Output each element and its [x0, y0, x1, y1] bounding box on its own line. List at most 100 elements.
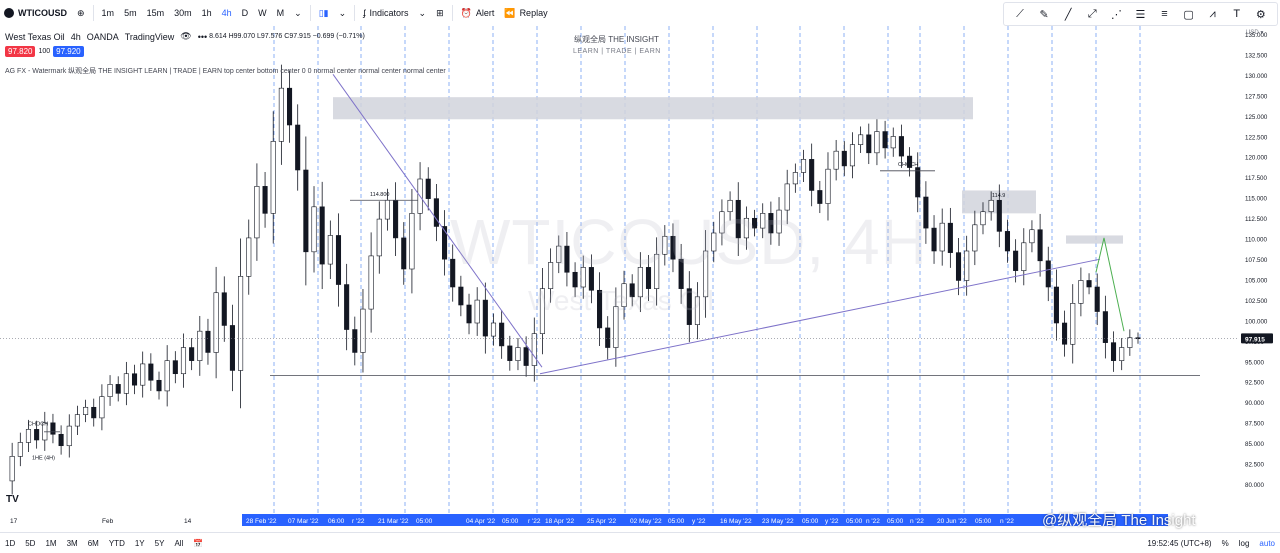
- candle-body[interactable]: [344, 284, 350, 330]
- layouts-button[interactable]: ⊞: [431, 0, 449, 26]
- candle-body[interactable]: [988, 199, 994, 213]
- candle-body[interactable]: [360, 308, 366, 353]
- interval-1h[interactable]: 1h: [201, 8, 212, 18]
- candle-body[interactable]: [1029, 229, 1035, 244]
- candle-body[interactable]: [874, 131, 880, 154]
- candle-body[interactable]: [809, 159, 815, 191]
- candle-body[interactable]: [947, 222, 953, 253]
- price-axis[interactable]: [1239, 26, 1280, 513]
- candle-body[interactable]: [319, 206, 325, 265]
- tradingview-logo[interactable]: TV: [6, 494, 19, 505]
- indicators-button[interactable]: ʄ Indicators: [358, 0, 413, 26]
- candle-body[interactable]: [1013, 250, 1019, 271]
- candle-body[interactable]: [107, 384, 113, 397]
- symbol-search[interactable]: WTICOUSD: [0, 0, 72, 26]
- candle-body[interactable]: [711, 232, 717, 252]
- parallel-channel-icon[interactable]: ≡: [1161, 8, 1168, 20]
- candle-body[interactable]: [597, 289, 603, 329]
- price-chart[interactable]: 114.800 114.9 CHOCH CHOCH 1HE (4H) USD ▾135.…: [0, 26, 1280, 532]
- candle-body[interactable]: [637, 267, 643, 298]
- interval-30m[interactable]: 30m: [174, 8, 192, 18]
- candle-body[interactable]: [735, 199, 741, 239]
- candle-body[interactable]: [629, 283, 635, 298]
- range-ytd[interactable]: YTD: [108, 538, 125, 548]
- auto-scale-button[interactable]: auto: [1259, 538, 1275, 548]
- candle-body[interactable]: [1102, 311, 1108, 343]
- goto-date-button[interactable]: 📅: [188, 539, 208, 548]
- indicator-legend[interactable]: AG FX - Watermark 纵观全局 THE INSIGHT LEARN…: [5, 68, 446, 75]
- clock[interactable]: 19:52:45 (UTC+8): [1147, 538, 1212, 548]
- range-3m[interactable]: 3M: [66, 538, 78, 548]
- annotation-label[interactable]: CHOCH: [28, 421, 48, 427]
- candle-body[interactable]: [507, 345, 513, 361]
- candle-body[interactable]: [858, 134, 864, 145]
- candle-body[interactable]: [205, 330, 211, 353]
- interval-dropdown-button[interactable]: ⌄: [289, 0, 307, 26]
- candle-body[interactable]: [1127, 337, 1133, 348]
- candle-body[interactable]: [792, 172, 798, 185]
- range-all[interactable]: All: [174, 538, 184, 548]
- interval-4h[interactable]: 4h: [221, 8, 232, 18]
- candle-body[interactable]: [50, 422, 56, 435]
- candle-body[interactable]: [335, 235, 342, 285]
- candle-body[interactable]: [352, 329, 358, 353]
- candle-body[interactable]: [1086, 280, 1092, 288]
- candle-body[interactable]: [849, 144, 856, 167]
- candle-body[interactable]: [1037, 229, 1043, 262]
- supply-zone[interactable]: [333, 97, 973, 120]
- candle-body[interactable]: [1119, 347, 1125, 361]
- rectangle-icon[interactable]: ▢: [1183, 8, 1194, 21]
- brush-icon[interactable]: ✎: [1039, 8, 1049, 21]
- candle-body[interactable]: [1053, 286, 1059, 324]
- candle-body[interactable]: [474, 299, 480, 324]
- candle-body[interactable]: [42, 422, 48, 441]
- candle-body[interactable]: [817, 190, 823, 204]
- candle-body[interactable]: [384, 199, 390, 220]
- percent-scale-button[interactable]: %: [1221, 538, 1229, 548]
- interval-w[interactable]: W: [258, 8, 267, 18]
- candle-body[interactable]: [490, 322, 497, 337]
- more-dots-icon[interactable]: •••: [197, 31, 208, 42]
- replay-button[interactable]: ⏪ Replay: [499, 0, 552, 26]
- horizontal-lines-icon[interactable]: ☰: [1135, 8, 1146, 21]
- candle-body[interactable]: [654, 253, 660, 289]
- candle-body[interactable]: [83, 406, 89, 415]
- candle-body[interactable]: [1078, 280, 1084, 304]
- range-1m[interactable]: 1M: [45, 538, 57, 548]
- candle-body[interactable]: [743, 217, 749, 239]
- candle-body[interactable]: [180, 347, 187, 375]
- buy-price-button[interactable]: 97.920: [53, 46, 84, 57]
- candle-body[interactable]: [442, 226, 448, 260]
- candle-body[interactable]: [1045, 260, 1051, 288]
- candle-body[interactable]: [433, 198, 439, 227]
- candle-body[interactable]: [800, 159, 807, 173]
- candle-body[interactable]: [515, 347, 521, 361]
- compare-add-button[interactable]: ⊕: [72, 0, 90, 26]
- candle-body[interactable]: [1094, 286, 1100, 312]
- candle-body[interactable]: [662, 235, 668, 255]
- candle-body[interactable]: [74, 414, 80, 427]
- candle-body[interactable]: [539, 288, 545, 334]
- candle-body[interactable]: [9, 456, 15, 482]
- projection-arrow[interactable]: [1095, 237, 1125, 332]
- candle-body[interactable]: [115, 384, 121, 394]
- candle-body[interactable]: [882, 131, 888, 149]
- candle-body[interactable]: [131, 373, 138, 386]
- candle-body[interactable]: [964, 250, 970, 281]
- candle-body[interactable]: [499, 322, 505, 347]
- candle-body[interactable]: [915, 167, 921, 198]
- candle-body[interactable]: [760, 213, 766, 229]
- candle-body[interactable]: [841, 150, 847, 167]
- candle-body[interactable]: [466, 304, 472, 324]
- alert-button[interactable]: ⏰ Alert: [456, 0, 500, 26]
- candle-body[interactable]: [221, 292, 227, 326]
- candle-body[interactable]: [556, 245, 562, 263]
- candle-body[interactable]: [148, 363, 154, 381]
- candle-body[interactable]: [286, 87, 293, 126]
- candle-body[interactable]: [972, 224, 978, 252]
- ray-icon[interactable]: ╱: [1064, 8, 1072, 21]
- candle-body[interactable]: [376, 218, 382, 257]
- sell-price-button[interactable]: 97.820: [5, 46, 36, 57]
- log-scale-button[interactable]: log: [1238, 538, 1250, 548]
- candle-body[interactable]: [34, 429, 40, 441]
